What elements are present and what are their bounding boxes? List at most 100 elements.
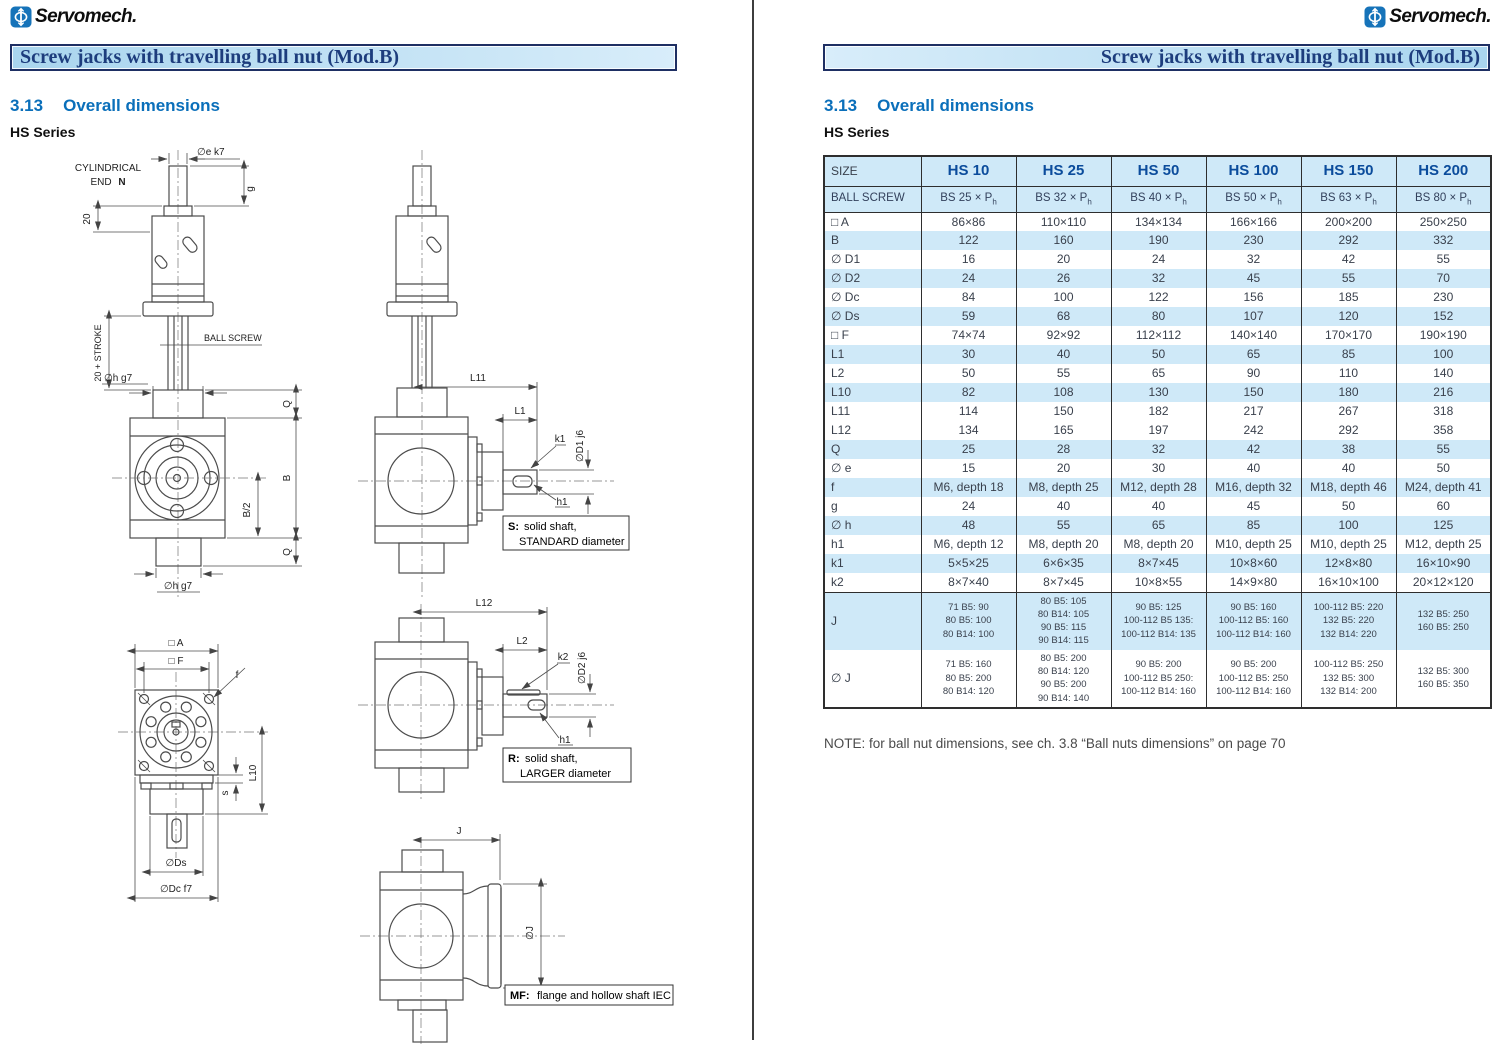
value-cell: 230 [1205,231,1301,250]
value-cell: 197 [1110,421,1206,440]
row-label-cell: ∅ Ds [824,307,921,326]
table-row: ∅ h 48 55 65 85 100 125 [824,516,1491,535]
value-cell: 132 B5: 300 160 B5: 350 [1395,649,1491,708]
table-row: g 24 40 40 45 50 60 [824,497,1491,516]
value-cell: 38 [1300,440,1396,459]
table-row: k2 8×7×40 8×7×45 10×8×55 14×9×80 16×10×100 20×… [824,573,1491,592]
dim-label-square-f: □ F [169,656,184,667]
value-cell: 68 [1015,307,1111,326]
row-label-cell: ∅ h [824,516,921,535]
value-cell: 28 [1015,440,1111,459]
row-label-cell: □ F [831,328,849,343]
value-cell: 292 [1300,421,1396,440]
dim-label-q-top: Q [282,400,293,408]
value-cell: 74×74 [920,326,1016,345]
value-cell: M24, depth 41 [1395,478,1491,497]
dim-label-k2: k2 [558,652,569,663]
value-cell: 122 [1110,288,1206,307]
value-cell: M6, depth 18 [920,478,1016,497]
value-cell: 200×200 [1300,212,1396,231]
value-cell: 50 [920,364,1016,383]
shaft-type-key: R: [508,753,520,765]
value-cell: M10, depth 25 [1300,535,1396,554]
row-label-cell: L11 [831,404,851,419]
value-cell: 32 [1205,250,1301,269]
dim-label-h-g7-top: ∅h g7 [104,373,133,384]
value-cell: 84 [920,288,1016,307]
table-row: Q 25 28 32 42 38 55 [824,440,1491,459]
value-cell: 107 [1205,307,1301,326]
value-cell: 110 [1300,364,1396,383]
row-label-cell: ∅ e [831,461,852,476]
value-cell: 166×166 [1205,212,1301,231]
value-cell: 70 [1395,269,1491,288]
size-header-row: SIZE HS 10 HS 25 HS 50 HS 100 HS 150 HS 200 [824,156,1491,187]
value-cell: 80 B5: 105 80 B14: 105 90 B5: 115 90 B14… [1015,591,1111,650]
value-cell: 122 [920,231,1016,250]
value-cell: 42 [1205,440,1301,459]
value-cell: 120 [1300,307,1396,326]
row-label-cell: ∅ J [831,671,851,686]
table-row: h1 M6, depth 12 M8, depth 20 M8, depth 20 M1… [824,535,1491,554]
value-cell: 132 B5: 250 160 B5: 250 [1395,591,1491,650]
row-label-cell: ∅ Dc [831,290,860,305]
value-cell: 71 B5: 90 80 B5: 100 80 B14: 100 [920,591,1016,650]
value-cell: 20×12×120 [1395,573,1491,592]
value-cell: 90 [1205,364,1301,383]
value-cell: 26 [1015,269,1111,288]
row-label-cell: ∅ D2 [824,269,921,288]
value-cell: 318 [1395,402,1491,421]
series-label: HS Series [824,124,890,140]
value-cell: 134×134 [1110,212,1206,231]
dim-label-l1: L1 [514,406,526,417]
value-cell: 332 [1395,231,1491,250]
value-cell: 24 [920,497,1016,516]
dim-label-dj: ∅J [525,926,536,940]
row-label-cell: L10 [824,383,921,402]
value-cell: M12, depth 25 [1395,535,1491,554]
servomech-phi-icon [1364,6,1386,28]
value-cell: 114 [920,402,1016,421]
page-title: Screw jacks with travelling ball nut (Mo… [20,46,400,68]
value-cell: 125 [1395,516,1491,535]
size-label-cell: SIZE [824,156,921,187]
value-cell: 55 [1015,516,1111,535]
dim-label-b2: B/2 [242,502,253,517]
dim-label-ds: ∅Ds [166,858,187,869]
value-cell: 65 [1110,516,1206,535]
value-cell: 50 [1110,345,1206,364]
value-cell: 8×7×45 [1015,573,1111,592]
value-cell: 358 [1395,421,1491,440]
table-row: J 71 B5: 90 80 B5: 100 80 B14: 100 80 B5: … [824,591,1491,650]
table-row: B 122 160 190 230 292 332 [824,231,1491,250]
value-cell: 48 [920,516,1016,535]
ball-screw-cell: BS 32 × Ph [1015,186,1111,213]
side-view-standard-shaft-drawing: L11 L1 k1 ∅D1 j6 h1 S: solid shaft, STAN… [358,150,630,600]
svg-text:END: END [90,177,111,188]
value-cell: 250×250 [1395,212,1491,231]
svg-text:flange and hollow shaft IEC: flange and hollow shaft IEC [537,990,671,1002]
ball-screw-cell: BS 80 × Ph [1395,186,1491,213]
dimensions-table-container: SIZE HS 10 HS 25 HS 50 HS 100 HS 150 HS 200 BAL… [823,155,1492,709]
value-cell: 65 [1205,345,1301,364]
row-label-cell: ∅ D1 [831,252,861,267]
value-cell: 5×5×25 [920,554,1016,573]
shaft-type-key: MF: [510,990,530,1002]
ball-screw-label-cell: BALL SCREW [824,186,921,213]
dimensions-table: SIZE HS 10 HS 25 HS 50 HS 100 HS 150 HS 200 BAL… [823,155,1492,709]
value-cell: 55 [1015,364,1111,383]
value-cell: M10, depth 25 [1205,535,1301,554]
value-cell: 140 [1395,364,1491,383]
value-cell: 134 [920,421,1016,440]
servomech-logo: Servomech. [1364,6,1492,28]
value-cell: 182 [1110,402,1206,421]
dim-label-l2: L2 [516,636,528,647]
page-title-banner: Screw jacks with travelling ball nut (Mo… [823,44,1490,71]
value-cell: 112×112 [1110,326,1206,345]
value-cell: 16×10×100 [1300,573,1396,592]
table-row: L2 50 55 65 90 110 140 [824,364,1491,383]
value-cell: M8, depth 20 [1110,535,1206,554]
row-label-cell: L12 [831,423,852,438]
value-cell: 20 [1015,459,1111,478]
page-title-banner: Screw jacks with travelling ball nut (Mo… [10,44,677,71]
